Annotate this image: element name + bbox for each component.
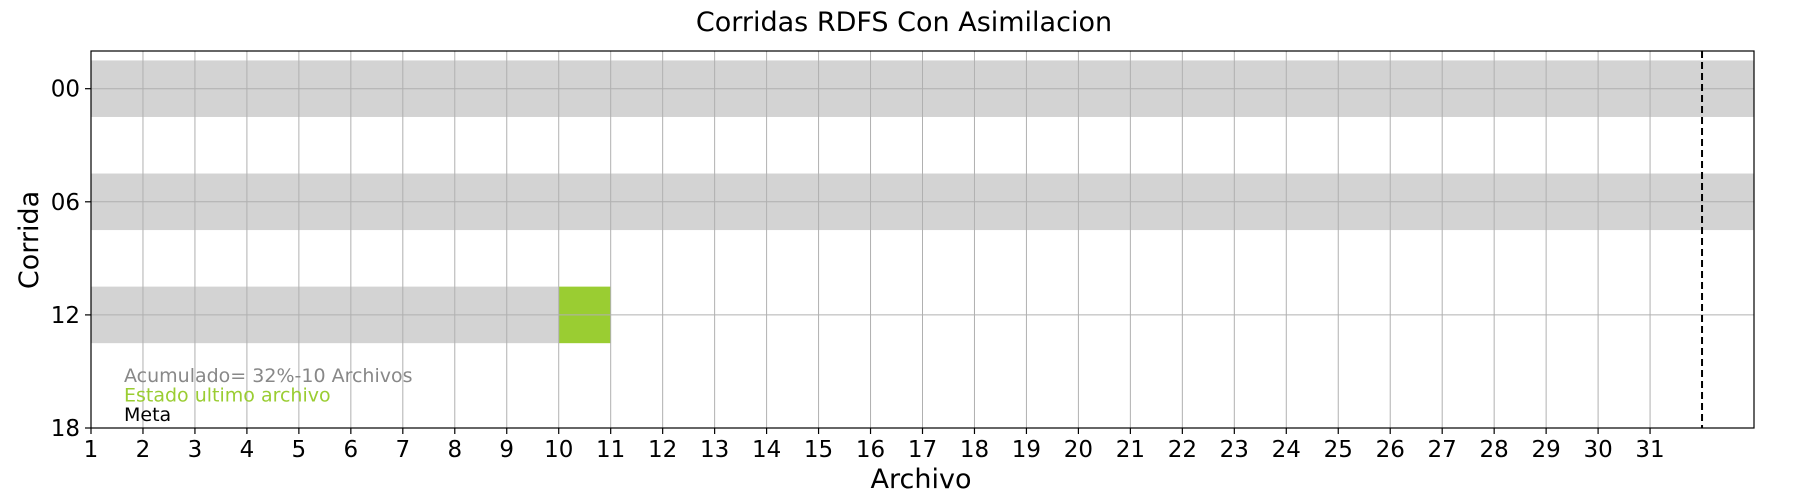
x-tick-label-8: 8 — [447, 437, 462, 463]
x-tick-label-9: 9 — [499, 437, 514, 463]
x-tick-label-30: 30 — [1583, 437, 1612, 463]
y-tick-label-06: 06 — [51, 190, 80, 216]
chart-title: Corridas RDFS Con Asimilacion — [696, 7, 1112, 38]
x-tick-label-24: 24 — [1272, 437, 1301, 463]
x-tick-label-5: 5 — [292, 437, 307, 463]
x-tick-label-13: 13 — [700, 437, 729, 463]
plot-area: 1 2 3 4 5 6 7 8 9 10 11 12 13 14 15 16 17 18 19 20 21 22 23 24 2… — [51, 50, 1755, 463]
x-tick-label-16: 16 — [856, 437, 885, 463]
y-tick-label-12: 12 — [51, 303, 80, 329]
x-tick-label-29: 29 — [1531, 437, 1560, 463]
x-tick-label-17: 17 — [908, 437, 937, 463]
x-tick-label-12: 12 — [648, 437, 677, 463]
x-tick-label-23: 23 — [1220, 437, 1249, 463]
x-axis-label: Archivo — [871, 464, 972, 495]
x-tick-label-25: 25 — [1324, 437, 1353, 463]
legend-entry-1: Estado ultimo archivo — [124, 385, 331, 407]
x-tick-label-10: 10 — [544, 437, 573, 463]
y-tick-label-18: 18 — [51, 416, 80, 442]
x-tick-label-22: 22 — [1168, 437, 1197, 463]
x-tick-label-11: 11 — [596, 437, 625, 463]
x-tick-label-2: 2 — [136, 437, 151, 463]
x-tick-label-28: 28 — [1480, 437, 1509, 463]
legend-entry-2: Meta — [124, 404, 171, 426]
x-tick-label-21: 21 — [1116, 437, 1145, 463]
legend-entry-0: Acumulado= 32%-10 Archivos — [124, 365, 413, 387]
x-tick-label-20: 20 — [1064, 437, 1093, 463]
x-tick-label-3: 3 — [188, 437, 203, 463]
x-tick-label-4: 4 — [240, 437, 255, 463]
y-tick-label-00: 00 — [51, 77, 80, 103]
x-tick-label-31: 31 — [1635, 437, 1664, 463]
x-tick-label-7: 7 — [395, 437, 410, 463]
x-tick-label-19: 19 — [1012, 437, 1041, 463]
x-tick-label-14: 14 — [752, 437, 781, 463]
x-tick-label-18: 18 — [960, 437, 989, 463]
x-tick-label-15: 15 — [804, 437, 833, 463]
x-tick-label-27: 27 — [1428, 437, 1457, 463]
x-tick-label-26: 26 — [1376, 437, 1405, 463]
y-axis-label: Corrida — [14, 191, 45, 289]
x-tick-label-6: 6 — [344, 437, 359, 463]
x-tick-label-1: 1 — [84, 437, 99, 463]
